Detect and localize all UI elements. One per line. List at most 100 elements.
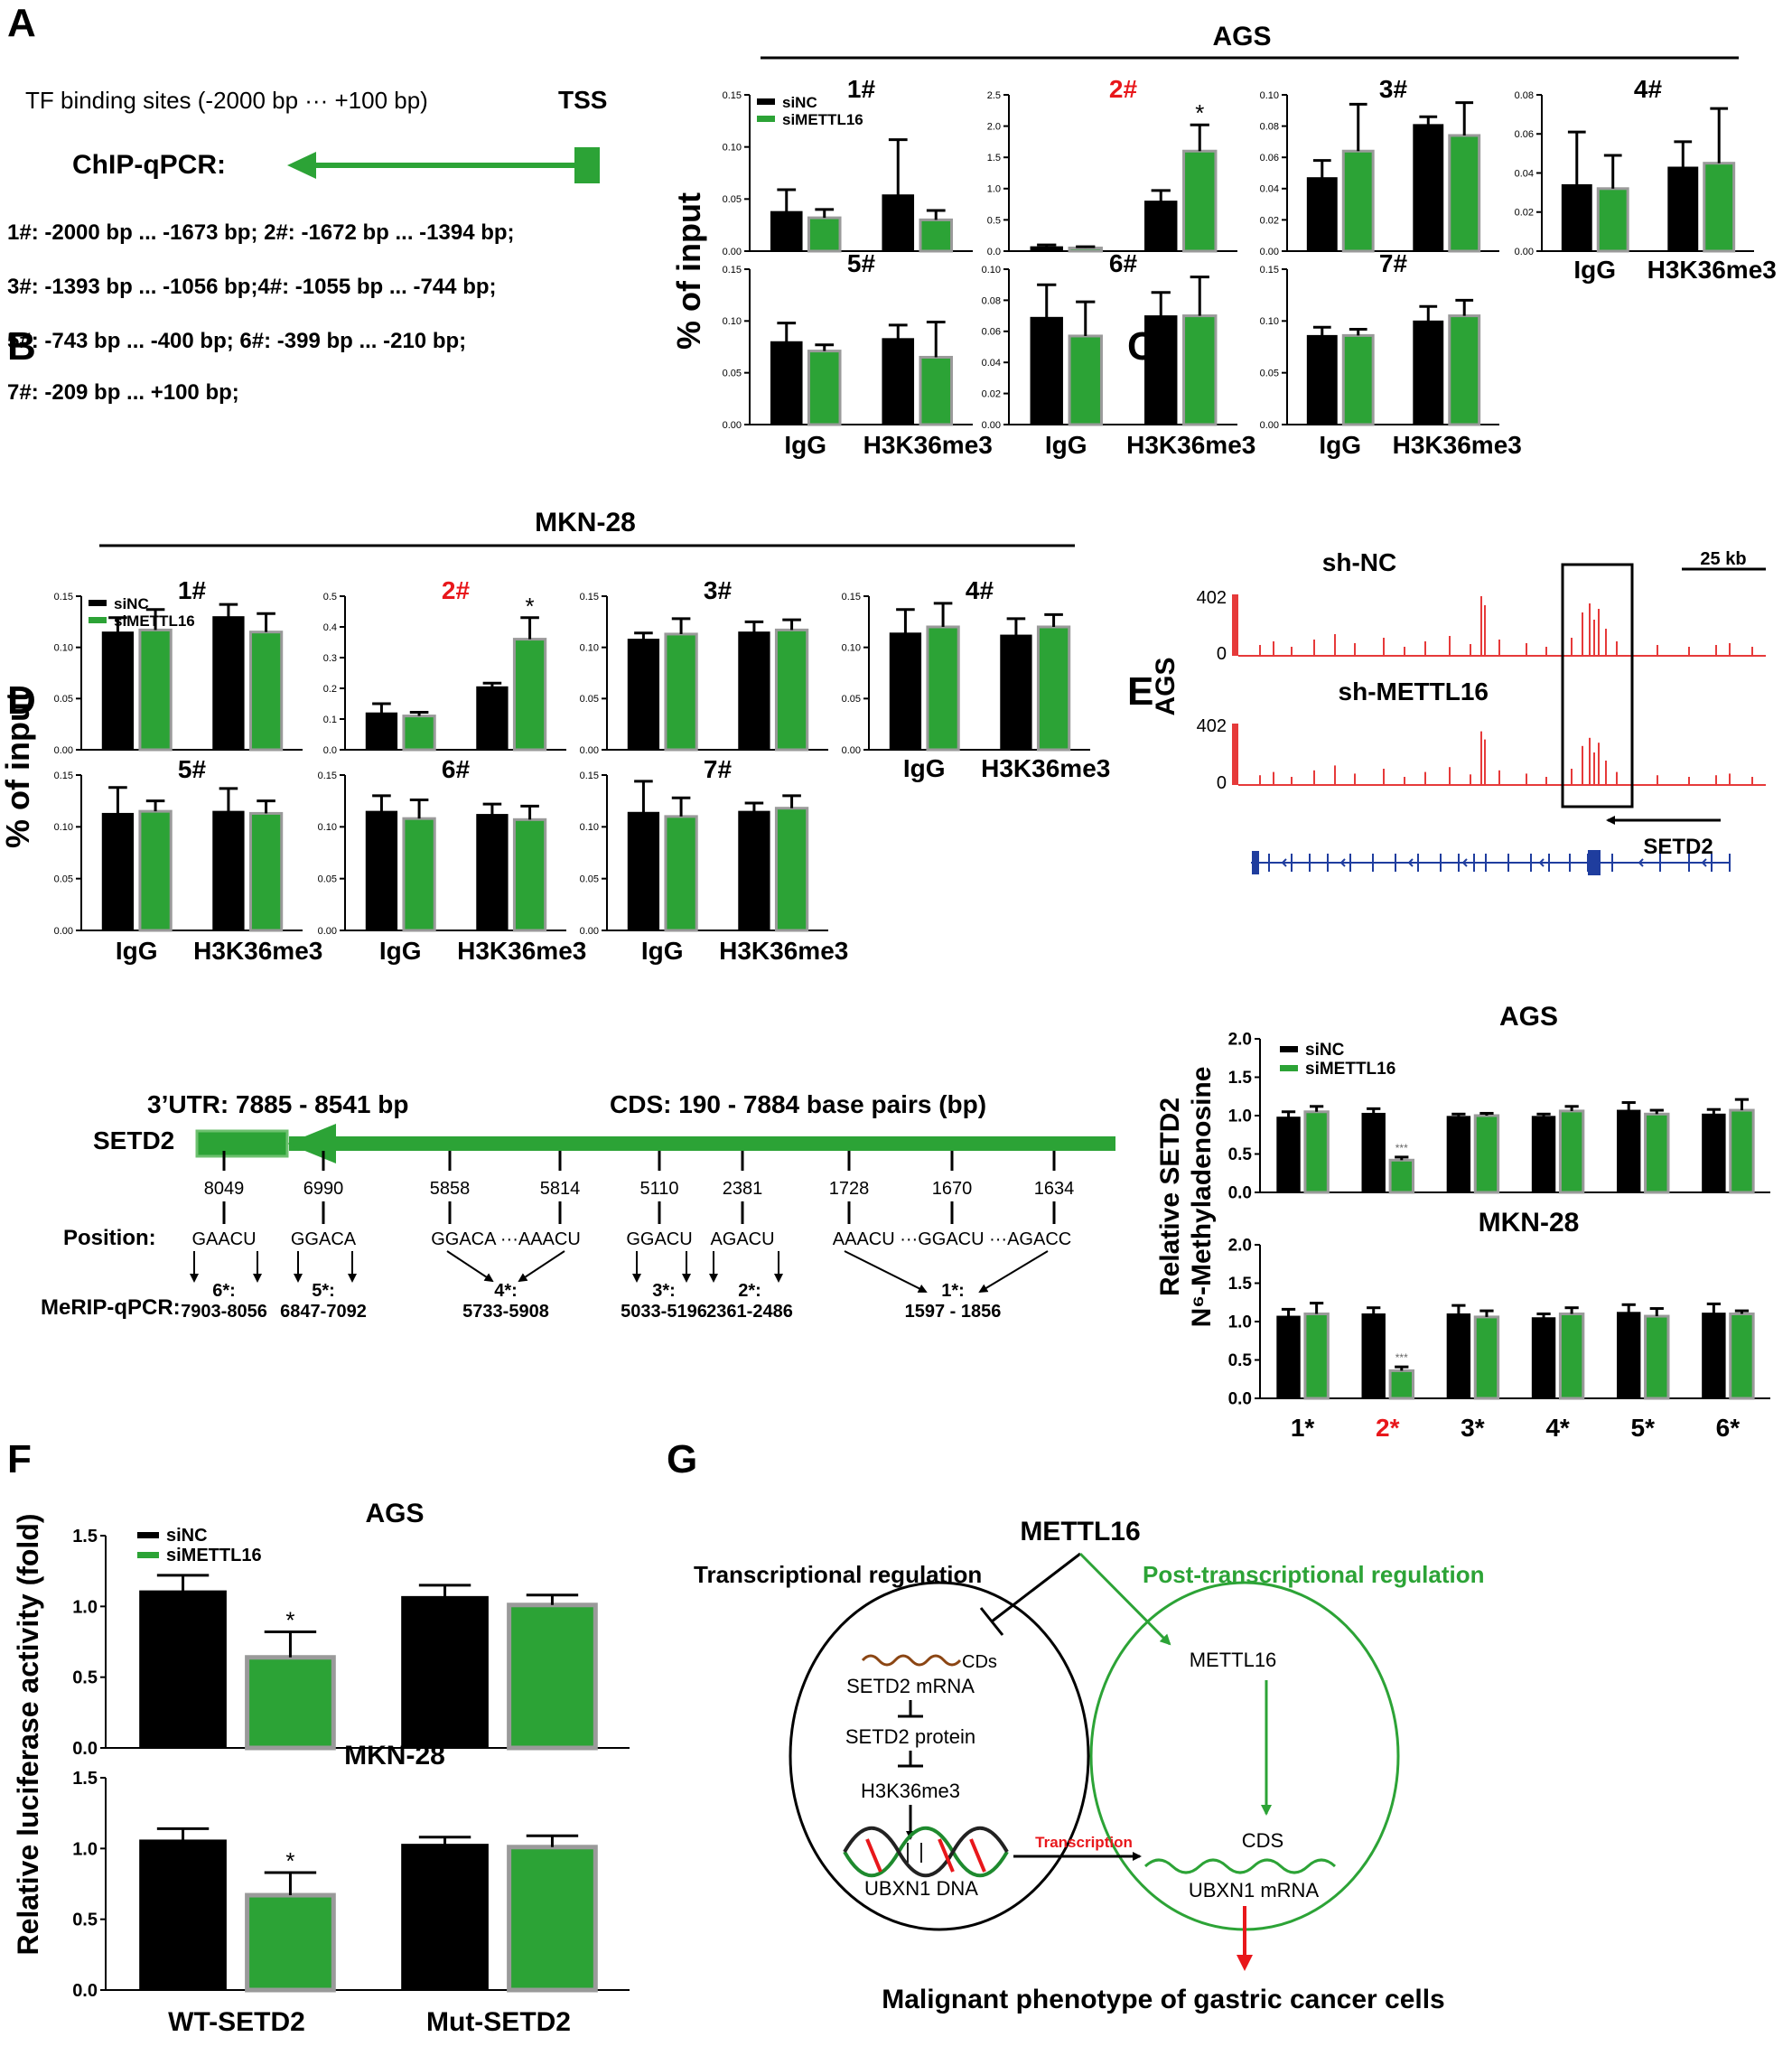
track2-ymax: 402 bbox=[1197, 716, 1227, 736]
track1-signal bbox=[1232, 594, 1766, 657]
significance-mark: *** bbox=[1395, 1351, 1408, 1364]
x-tick-label: IgG bbox=[1573, 256, 1616, 284]
bar-simettl16 bbox=[1729, 1313, 1755, 1400]
bar-sinc bbox=[365, 810, 398, 931]
bar-simettl16 bbox=[402, 817, 436, 932]
y-tick-label: 2.0 bbox=[1228, 1031, 1252, 1050]
legend-swatch-sinc bbox=[757, 98, 775, 105]
chart-a-6: 0.00 0.02 0.04 0.06 0.08 0.10 6# IgG H3K36me3 bbox=[982, 249, 1256, 459]
bar-sinc bbox=[770, 210, 803, 252]
motif-label: AGACU bbox=[710, 1229, 774, 1249]
y-tick-label: 0.0 bbox=[323, 745, 337, 756]
y-tick-label: 1.5 bbox=[1228, 1275, 1253, 1294]
chart-title: 6# bbox=[442, 755, 471, 783]
bar-sinc bbox=[1306, 177, 1338, 252]
significance-mark: * bbox=[285, 1607, 294, 1634]
y-tick-label: 0.05 bbox=[54, 874, 73, 885]
x-tick-label: IgG bbox=[641, 937, 684, 965]
x-tick-label: H3K36me3 bbox=[1393, 431, 1522, 459]
bar-sinc bbox=[1446, 1313, 1471, 1399]
legend-swatch-simettl16 bbox=[137, 1552, 159, 1558]
track-label-sh-nc: sh-NC bbox=[1322, 548, 1396, 576]
y-tick-label: 0.08 bbox=[1515, 90, 1534, 101]
bar-sinc bbox=[1413, 124, 1444, 252]
bar-simettl16 bbox=[1558, 1109, 1585, 1194]
y-tick-label: 0.10 bbox=[982, 265, 1001, 276]
g-dna-helix bbox=[843, 1826, 1009, 1878]
strand-chevron bbox=[1339, 858, 1346, 867]
bar-sinc bbox=[738, 810, 770, 931]
y-tick-label: 0.05 bbox=[318, 874, 337, 885]
panel-c-tracks: 25 kb sh-NC sh-METTL16 AGS 402 0 402 0 S… bbox=[1151, 548, 1766, 875]
legend-swatch-sinc bbox=[1280, 1046, 1298, 1052]
bar-sinc bbox=[1306, 334, 1338, 425]
chart-title: 5# bbox=[178, 755, 207, 783]
y-tick-label: 0.15 bbox=[580, 771, 599, 781]
chart-b-10: 0.00 0.05 0.10 0.15 3# bbox=[580, 576, 828, 756]
bar-sinc bbox=[1030, 316, 1063, 425]
bar-simettl16 bbox=[1558, 1313, 1585, 1400]
bar-simettl16 bbox=[245, 1892, 336, 1993]
panel-d-schematic: 3’UTR: 7885 - 8541 bp CDS: 190 - 7884 ba… bbox=[41, 1090, 1115, 1322]
y-tick-label: 0.10 bbox=[580, 822, 599, 833]
bar-sinc bbox=[476, 814, 509, 931]
chip-region-line-3: 5#: -743 bp ... -400 bp; 6#: -399 bp ...… bbox=[7, 329, 466, 353]
y-tick-label: 0.15 bbox=[54, 771, 73, 781]
bar-sinc bbox=[1144, 201, 1178, 252]
y-tick-label: 0.4 bbox=[323, 622, 337, 633]
bar-simettl16 bbox=[402, 715, 436, 752]
y-tick-label: 0.06 bbox=[1260, 153, 1279, 164]
chip-region-line-2: 3#: -1393 bp ... -1056 bp;4#: -1055 bp .… bbox=[7, 275, 497, 299]
panel-letter-d: D bbox=[7, 678, 36, 723]
y-tick-label: 1.0 bbox=[1228, 1313, 1252, 1332]
bar-simettl16 bbox=[926, 625, 960, 752]
merip-label: MeRIP-qPCR: bbox=[41, 1295, 181, 1320]
chart-a-5: 0.00 0.05 0.10 0.15 5# IgG H3K36me3 bbox=[723, 249, 993, 459]
panel-b-ylabel: % of input bbox=[0, 691, 36, 848]
panel-letter-a: A bbox=[7, 1, 36, 45]
chart-title: MKN-28 bbox=[344, 1741, 445, 1771]
bar-sinc bbox=[1276, 1117, 1301, 1193]
bar-simettl16 bbox=[1341, 333, 1375, 426]
position-value: 1728 bbox=[829, 1179, 870, 1199]
position-value: 5814 bbox=[540, 1179, 581, 1199]
tss-label: TSS bbox=[558, 86, 607, 114]
y-tick-label: 2.5 bbox=[987, 90, 1001, 101]
bar-sinc bbox=[1030, 246, 1063, 252]
legend-swatch-simettl16 bbox=[757, 116, 775, 122]
motif-arrows bbox=[190, 1250, 1049, 1294]
panel-f-ylabel: Relative luciferase activity (fold) bbox=[12, 1513, 44, 1955]
y-tick-label: 0.04 bbox=[982, 358, 1001, 369]
panel-letter-b: B bbox=[7, 324, 36, 369]
bar-sinc bbox=[476, 686, 509, 751]
significance-mark: * bbox=[1195, 99, 1204, 126]
chart-title: 7# bbox=[1379, 249, 1408, 277]
significance-mark: * bbox=[526, 593, 535, 620]
y-tick-label: 0.04 bbox=[1260, 184, 1279, 195]
y-tick-label: 0.10 bbox=[580, 643, 599, 654]
bar-sinc bbox=[1361, 1313, 1386, 1399]
gene-label-setd2: SETD2 bbox=[1643, 835, 1713, 859]
legend-swatch-sinc bbox=[137, 1532, 159, 1538]
y-tick-label: 0.0 bbox=[1228, 1184, 1252, 1203]
bar-simettl16 bbox=[774, 807, 809, 932]
y-tick-label: 0.02 bbox=[1260, 215, 1279, 226]
highlight-box bbox=[1561, 563, 1634, 808]
g-mettl16-top: METTL16 bbox=[1020, 1517, 1140, 1546]
panel-e-ylabel-2: N⁶-Methyladenosine bbox=[1187, 1067, 1217, 1328]
track1-ymin: 0 bbox=[1217, 644, 1227, 664]
y-tick-label: 0.5 bbox=[72, 1668, 98, 1688]
y-tick-label: 0.00 bbox=[580, 745, 599, 756]
legend-label-sinc: siNC bbox=[782, 94, 817, 111]
bar-simettl16 bbox=[1303, 1313, 1330, 1400]
chart-title: AGS bbox=[1499, 1002, 1558, 1032]
y-tick-label: 0.0 bbox=[987, 247, 1001, 257]
x-tick-label: 1* bbox=[1291, 1414, 1315, 1442]
chip-region-line-4: 7#: -209 bp ... +100 bp; bbox=[7, 380, 239, 405]
chart-title: 7# bbox=[704, 755, 733, 783]
g-inhibit-bar bbox=[979, 1607, 1004, 1636]
y-tick-label: 0.10 bbox=[54, 643, 73, 654]
x-tick-label: H3K36me3 bbox=[863, 431, 993, 459]
y-tick-label: 0.00 bbox=[580, 926, 599, 937]
chart-b-14: 0.00 0.05 0.10 0.15 7# IgG H3K36me3 bbox=[580, 755, 849, 965]
